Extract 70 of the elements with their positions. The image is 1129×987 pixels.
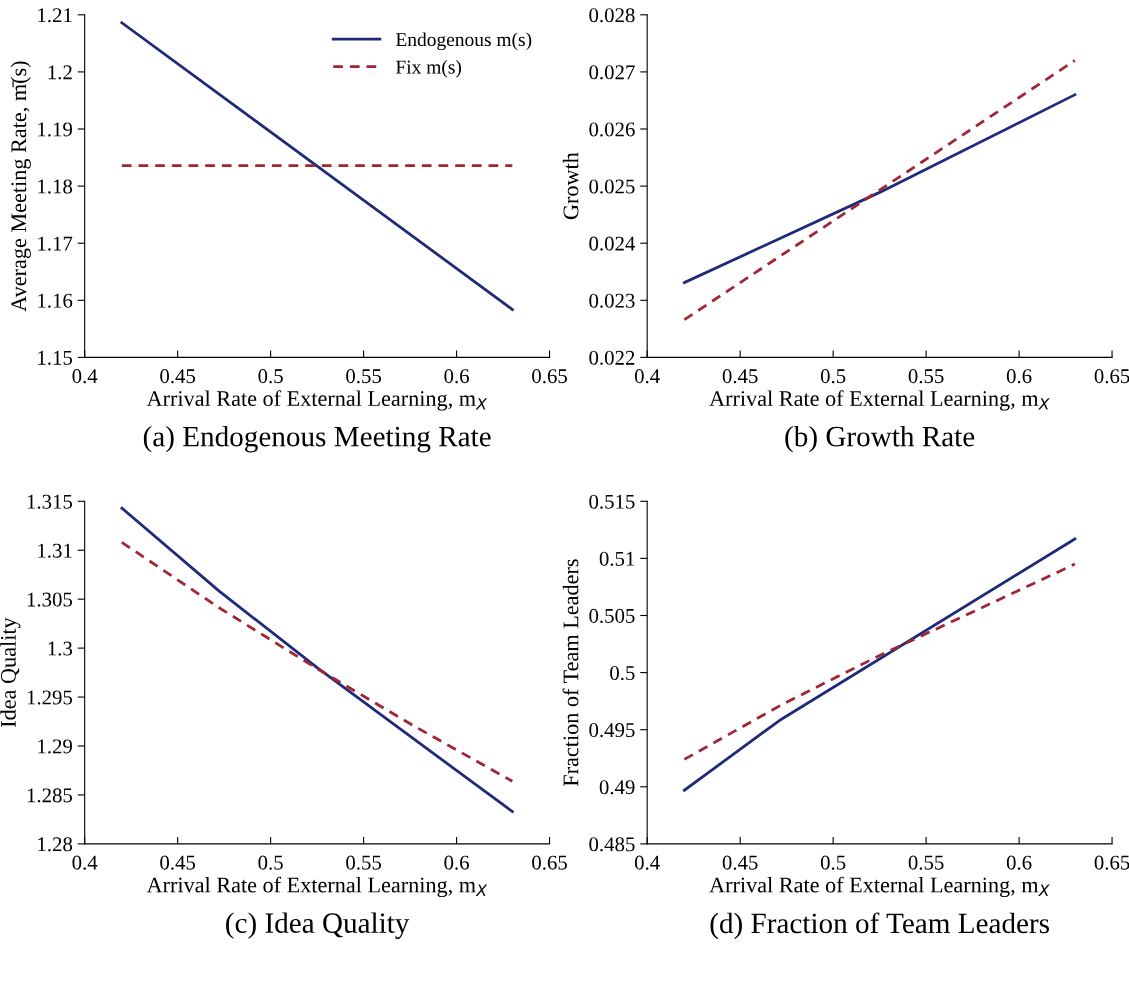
y-tick-label: 1.16 [38,293,73,308]
text: (c) Idea Quality [226,912,410,939]
y-axis-title: Growth [562,152,579,220]
y-tick-label: 1.29 [38,739,73,754]
y-axis-title: Average Meeting Rate, m̄(s) [10,61,31,312]
y-tick-label: 1.315 [27,494,73,509]
x-tick-label: 0.5 [258,369,283,384]
legend-label: Endogenous m(s) [395,32,532,51]
y-tick-label: 1.305 [27,592,73,607]
text: (d) Fraction of Team Leaders [710,912,1049,940]
y-tick-label: 0.495 [589,723,635,738]
x-tick-label: 0.4 [634,369,660,384]
legend-label: Fix m(s) [395,59,462,78]
x-tick-label: 0.6 [444,855,469,870]
y-tick-label: 1.28 [38,837,73,852]
y-tick-label: 1.21 [38,8,72,23]
x-axis-title: Arrival Rate of External Learning, m$_{X}$ [709,390,1050,411]
y-axis-title: Idea Quality [0,617,21,728]
y-axis-title: Fraction of Team Leaders [562,559,579,787]
y-tick-label: 0.505 [589,608,635,624]
x-tick-label: 0.45 [722,369,758,384]
x-axis-title: Arrival Rate of External Learning, m$_{X}$ [146,876,488,898]
y-tick-label: 0.49 [599,780,635,795]
y-tick-label: 0.5 [610,665,635,681]
y-tick-label: 0.515 [589,494,635,509]
x-tick-label: 0.65 [532,855,567,870]
x-tick-label: 0.55 [908,855,944,870]
x-tick-label: 0.5 [258,855,283,870]
x-tick-label: 0.4 [72,369,98,384]
x-tick-label: 0.4 [634,855,660,870]
x-tick-label: 0.55 [908,369,944,384]
y-tick-label: 1.19 [38,122,73,137]
y-tick-label: 1.2 [48,65,72,80]
y-tick-label: 0.51 [599,551,635,566]
x-tick-label: 0.6 [444,369,469,384]
x-tick-label: 0.55 [346,855,382,870]
x-tick-label: 0.65 [1094,855,1129,870]
x-tick-label: 0.6 [1006,855,1032,870]
x-axis-title: Arrival Rate of External Learning, m$_{X}$ [709,876,1050,898]
y-tick-label: 1.15 [38,350,73,365]
x-tick-label: 0.45 [160,855,196,870]
y-tick-label: 0.027 [589,65,635,80]
y-tick-label: 0.485 [589,837,635,852]
y-tick-label: 0.024 [589,236,636,251]
y-tick-label: 1.295 [27,690,73,705]
x-tick-label: 0.65 [1094,369,1129,384]
line-series [120,506,514,813]
x-axis-title: Arrival Rate of External Learning, m$_{X}$ [146,390,488,411]
y-tick-label: 0.028 [589,8,635,23]
x-tick-label: 0.6 [1006,369,1032,384]
x-tick-label: 0.5 [820,369,846,384]
line-series [682,562,1077,761]
y-tick-label: 0.025 [589,179,635,194]
line-series [120,541,514,783]
y-tick-label: 1.17 [38,236,73,251]
x-tick-label: 0.55 [346,369,382,384]
x-tick-label: 0.65 [532,369,567,384]
x-tick-label: 0.4 [72,855,98,870]
y-tick-label: 0.022 [589,350,635,365]
text: (a) Endogenous Meeting Rate [143,425,491,453]
y-tick-label: 1.18 [38,179,73,194]
text: (b) Growth Rate [785,425,975,453]
x-tick-label: 0.5 [820,855,846,870]
y-tick-label: 0.026 [589,122,635,137]
y-tick-label: 1.31 [38,543,72,558]
y-tick-label: 0.023 [589,293,635,308]
x-tick-label: 0.45 [722,855,758,870]
x-tick-label: 0.45 [160,369,196,384]
y-tick-label: 1.285 [27,788,73,803]
y-tick-label: 1.3 [48,641,73,656]
